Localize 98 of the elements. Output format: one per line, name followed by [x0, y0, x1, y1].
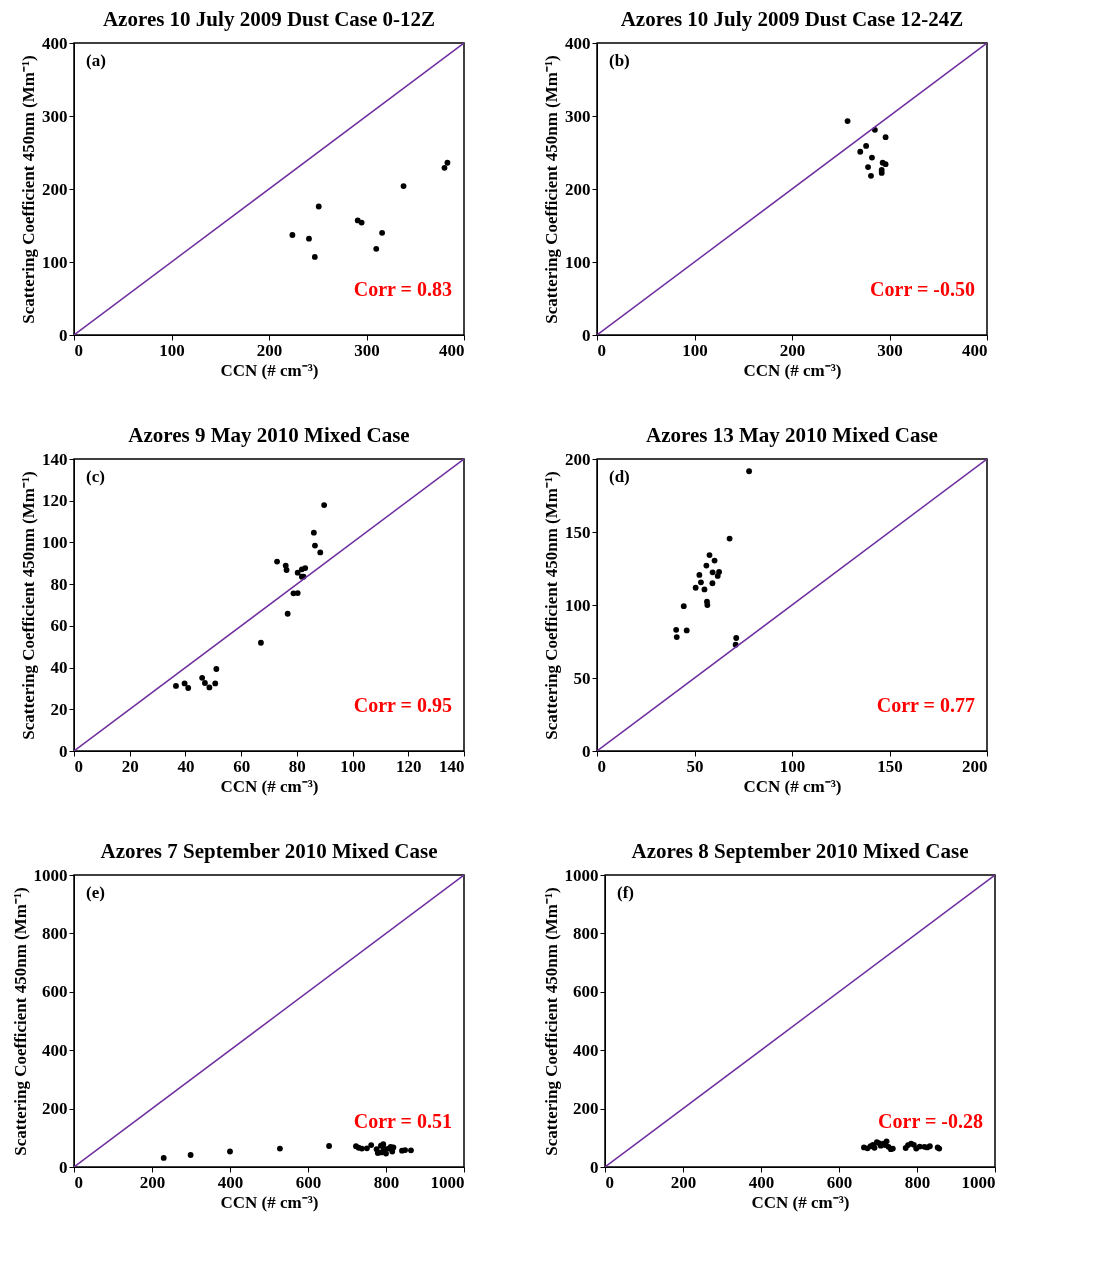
y-tick-label: 400	[42, 1040, 68, 1060]
y-tick-label: 150	[565, 522, 591, 542]
x-tick-label: 200	[670, 1172, 697, 1192]
x-tick-label: 40	[177, 756, 195, 776]
y-axis-title: Scattering Coefficient 450nm (Mm⁻¹)	[542, 471, 561, 740]
x-tick-label: 0	[74, 756, 83, 776]
y-tick-label: 1000	[564, 865, 599, 885]
x-axis-title: CCN (# cm⁻³)	[743, 360, 842, 380]
x-tick-label: 0	[74, 1172, 83, 1192]
x-tick-label: 800	[373, 1172, 400, 1192]
y-tick-label: 0	[59, 325, 68, 345]
annotation: (b)	[609, 51, 630, 70]
x-tick-label: 400	[439, 340, 465, 360]
annotation: Corr = 0.83	[353, 278, 452, 300]
y-tick-label: 1000	[33, 865, 68, 885]
chart-title: Azores 9 May 2010 Mixed Case	[128, 423, 410, 447]
x-tick-label: 200	[256, 340, 283, 360]
x-tick-label: 20	[121, 756, 139, 776]
x-tick-label: 200	[779, 340, 806, 360]
annotation: Corr = -0.50	[870, 278, 975, 300]
y-axis-title: Scattering Coefficient 450nm (Mm⁻¹)	[19, 471, 38, 740]
x-tick-label: 80	[288, 756, 306, 776]
y-tick-label: 400	[565, 33, 591, 53]
y-tick-label: 0	[59, 1157, 68, 1177]
annotation: Corr = 0.51	[353, 1110, 452, 1132]
y-tick-label: 200	[565, 179, 591, 199]
chart-title: Azores 8 September 2010 Mixed Case	[631, 839, 969, 863]
x-tick-label: 800	[904, 1172, 931, 1192]
x-tick-label: 100	[779, 756, 806, 776]
y-tick-label: 100	[565, 252, 591, 272]
x-tick-label: 200	[962, 756, 988, 776]
chart-title: Azores 10 July 2009 Dust Case 0-12Z	[102, 7, 436, 31]
x-tick-label: 150	[877, 756, 903, 776]
y-tick-label: 800	[573, 923, 599, 943]
chart-title: Azores 10 July 2009 Dust Case 12-24Z	[620, 7, 964, 31]
y-axis-title: Scattering Coefficient 450nm (Mm⁻¹)	[541, 887, 561, 1156]
annotation: (e)	[86, 883, 105, 902]
y-tick-label: 600	[42, 982, 68, 1002]
chart-title: Azores 13 May 2010 Mixed Case	[646, 423, 938, 447]
x-tick-label: 300	[354, 340, 380, 360]
y-tick-label: 100	[42, 532, 68, 552]
annotation: (d)	[609, 467, 630, 486]
y-axis-title: Scattering Coefficient 450nm (Mm⁻¹)	[19, 55, 38, 324]
y-tick-label: 400	[42, 33, 68, 53]
annotation: Corr = -0.28	[878, 1110, 983, 1132]
y-tick-label: 200	[565, 449, 591, 469]
y-tick-label: 800	[42, 923, 68, 943]
x-axis-title: CCN (# cm⁻³)	[751, 1192, 850, 1212]
y-tick-label: 50	[573, 668, 591, 688]
x-tick-label: 140	[439, 756, 465, 776]
x-tick-label: 0	[74, 340, 83, 360]
y-axis-title: Scattering Coefficient 450nm (Mm⁻¹)	[10, 887, 30, 1156]
x-tick-label: 600	[295, 1172, 322, 1192]
y-tick-label: 0	[582, 325, 591, 345]
y-tick-label: 80	[50, 574, 68, 594]
x-tick-label: 1000	[961, 1172, 996, 1192]
x-tick-label: 300	[877, 340, 903, 360]
annotation: Corr = 0.95	[353, 694, 452, 716]
y-tick-label: 300	[42, 106, 68, 126]
y-tick-label: 200	[42, 1099, 68, 1119]
x-tick-label: 600	[826, 1172, 853, 1192]
annotation: (c)	[86, 467, 105, 486]
x-tick-label: 400	[748, 1172, 775, 1192]
y-tick-label: 0	[590, 1157, 599, 1177]
x-tick-label: 0	[605, 1172, 614, 1192]
x-tick-label: 400	[217, 1172, 244, 1192]
y-tick-label: 100	[565, 595, 591, 615]
y-tick-label: 300	[565, 106, 591, 126]
x-tick-label: 50	[686, 756, 704, 776]
chart-title: Azores 7 September 2010 Mixed Case	[100, 839, 438, 863]
x-tick-label: 1000	[430, 1172, 465, 1192]
x-tick-label: 120	[396, 756, 422, 776]
y-tick-label: 20	[50, 699, 68, 719]
x-tick-label: 100	[682, 340, 708, 360]
annotation: (a)	[86, 51, 106, 70]
x-axis-title: CCN (# cm⁻³)	[220, 776, 319, 796]
y-tick-label: 0	[59, 741, 68, 761]
y-tick-label: 140	[42, 449, 68, 469]
x-tick-label: 60	[233, 756, 251, 776]
y-tick-label: 600	[573, 982, 599, 1002]
x-tick-label: 400	[962, 340, 988, 360]
y-tick-label: 200	[573, 1099, 599, 1119]
x-tick-label: 200	[139, 1172, 166, 1192]
annotation: (f)	[617, 883, 634, 902]
x-axis-title: CCN (# cm⁻³)	[220, 360, 319, 380]
x-axis-title: CCN (# cm⁻³)	[743, 776, 842, 796]
y-tick-label: 120	[42, 491, 68, 511]
y-tick-label: 40	[50, 658, 68, 678]
x-tick-label: 100	[159, 340, 185, 360]
y-tick-label: 200	[42, 179, 68, 199]
x-axis-title: CCN (# cm⁻³)	[220, 1192, 319, 1212]
y-tick-label: 100	[42, 252, 68, 272]
y-tick-label: 0	[582, 741, 591, 761]
x-tick-label: 100	[340, 756, 366, 776]
y-tick-label: 400	[573, 1040, 599, 1060]
annotation: Corr = 0.77	[876, 694, 975, 716]
y-axis-title: Scattering Coefficient 450nm (Mm⁻¹)	[542, 55, 561, 324]
y-tick-label: 60	[50, 616, 68, 636]
